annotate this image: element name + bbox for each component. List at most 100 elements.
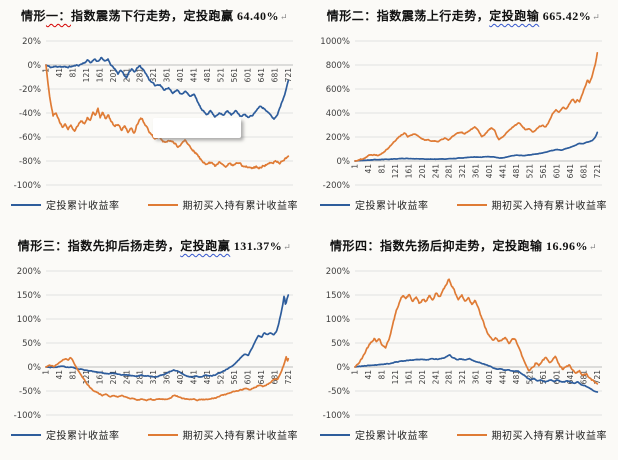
x-axis-tick-label: 161 [404,370,413,385]
title-text: 指数震荡下行走势，定投跑赢 64.40% [70,9,279,23]
legend-line-swatch-blue [320,203,350,206]
legend-scenario-4: 定投累计收益率 期初买入持有累计收益率 [309,427,618,442]
x-axis-tick-label: 1 [42,370,51,375]
title-text: 131.37% [230,239,283,253]
x-axis-tick-label: 41 [364,164,373,174]
x-axis-tick-label: 521 [217,370,226,385]
x-axis-tick-label: 161 [95,370,104,385]
y-axis-tick-label: 200% [326,267,350,277]
x-axis-tick-label: 601 [243,68,252,83]
legend-item: 期初买入持有累计收益率 [147,427,299,442]
x-axis-tick-label: 1 [351,370,360,375]
chart-scenario-1: 20% 0% -20% -40% -60% -80% -100% 1 41 81 121 161 201… [0,27,309,195]
y-axis-tick-label: 400% [326,109,350,119]
x-axis-tick-label: 81 [68,370,77,380]
y-axis-tick-label: 0% [28,363,42,373]
y-axis-tick-label: 200% [326,133,350,143]
x-axis-tick-label: 281 [136,68,145,83]
legend-item: 定投累计收益率 [320,197,429,212]
paragraph-return-mark: ↵ [592,12,601,22]
y-axis-tick-label: -50% [328,387,350,397]
title-text: 情形四：指数先扬后抑走势，定投跑输 16.96% [329,239,588,253]
x-axis-tick-label: 641 [257,68,266,83]
legend-item: 定投累计收益率 [11,427,120,442]
series-line-blue [354,131,599,162]
x-axis-tick-label: 481 [512,370,521,385]
chart-title-scenario-3: 情形三：指数先抑后扬走势，定投跑赢 131.37%↵ [0,237,309,257]
x-axis-tick-label: 161 [404,164,413,179]
x-axis-tick-label: 441 [190,68,199,83]
y-axis-tick-label: -20% [19,85,41,95]
series-line-orange [354,278,599,385]
x-axis-tick-label: 201 [418,164,427,179]
y-axis-tick-label: 200% [17,267,41,277]
legend-scenario-2: 定投累计收益率 期初买入持有累计收益率 [309,197,618,212]
legend-line-swatch-blue [320,433,350,436]
chart-panel-scenario-2: 情形二：指数震荡上行走势，定投跑输 665.42%↵ 1000% 800% 600%… [309,0,618,230]
x-axis-tick-label: 321 [149,68,158,83]
chart-scenario-3: 200% 150% 100% 50% 0% -50% -100% 1 41 81 121 161 201… [0,257,309,425]
chart-title-scenario-4: 情形四：指数先扬后抑走势，定投跑输 16.96%↵ [309,237,618,257]
x-axis-tick-label: 321 [458,164,467,179]
paragraph-return-mark: ↵ [280,12,289,22]
y-axis-tick-label: 0% [337,157,351,167]
legend-scenario-3: 定投累计收益率 期初买入持有累计收益率 [0,427,309,442]
y-axis-tick-label: 150% [17,291,41,301]
x-axis-tick-label: 401 [176,68,185,83]
y-axis-tick-label: 50% [331,339,350,349]
legend-label: 定投累计收益率 [355,201,429,212]
y-axis-tick-label: 100% [326,315,350,325]
x-axis-tick-label: 121 [391,164,400,179]
title-text: 情形二：指数震荡上行走势， [326,9,490,23]
x-axis-tick-label: 641 [566,370,575,385]
x-axis-tick-label: 561 [230,370,239,385]
y-axis-tick-label: -50% [19,387,41,397]
y-axis-tick-label: -40% [19,109,41,119]
x-axis-tick-label: 641 [566,164,575,179]
x-axis-tick-label: 41 [55,68,64,78]
series-line-blue [354,354,599,393]
chart-panel-scenario-3: 情形三：指数先抑后扬走势，定投跑赢 131.37%↵ 200% 150% 100% 5… [0,230,309,460]
x-axis-tick-label: 281 [136,370,145,385]
x-axis-tick-label: 281 [445,164,454,179]
x-axis-tick-label: 521 [526,164,535,179]
x-axis-tick-label: 241 [122,370,131,385]
x-axis-tick-label: 81 [68,68,77,78]
x-axis-tick-label: 521 [526,370,535,385]
legend-label: 期初买入持有累计收益率 [491,431,607,442]
x-axis-tick-label: 561 [539,370,548,385]
x-axis-tick-label: 281 [445,370,454,385]
y-axis-tick-label: -100% [323,411,350,421]
y-axis-tick-label: -100% [14,411,41,421]
chart-title-scenario-2: 情形二：指数震荡上行走势，定投跑输 665.42%↵ [309,7,618,27]
callout-box [153,118,241,138]
x-axis-tick-label: 601 [243,370,252,385]
x-axis-tick-label: 241 [431,164,440,179]
x-axis-tick-label: 681 [270,68,279,83]
line-chart-3: 200% 150% 100% 50% 0% -50% -100% 1 41 81 121 161 201… [14,267,293,421]
title-wavy-text: 定投跑输 [489,9,540,23]
x-axis-tick-label: 81 [377,370,386,380]
legend-line-swatch-orange [456,203,487,206]
legend-label: 定投累计收益率 [355,431,429,442]
x-axis-tick-label: 401 [485,164,494,179]
y-axis-tick-label: -100% [14,181,41,191]
x-axis-tick-label: 721 [284,370,293,385]
legend-label: 定投累计收益率 [46,201,120,212]
y-axis-tick-label: 20% [22,37,41,47]
x-axis-tick-label: 721 [593,164,602,179]
legend-item: 定投累计收益率 [11,197,120,212]
legend-label: 定投累计收益率 [46,431,120,442]
legend-item: 期初买入持有累计收益率 [147,197,299,212]
x-axis-tick-label: 361 [163,68,172,83]
y-axis-tick-label: -80% [19,157,41,167]
x-axis-tick-label: 601 [552,370,561,385]
x-axis-tick-label: 121 [391,370,400,385]
legend-line-swatch-orange [456,433,487,436]
legend-item: 期初买入持有累计收益率 [456,197,608,212]
x-axis-tick-label: 121 [82,370,91,385]
x-axis-tick-label: 321 [458,370,467,385]
line-chart-2: 1000% 800% 600% 400% 200% 0% -200% 1 41 81 121 161 2… [320,37,602,191]
y-axis-tick-label: 150% [326,291,350,301]
